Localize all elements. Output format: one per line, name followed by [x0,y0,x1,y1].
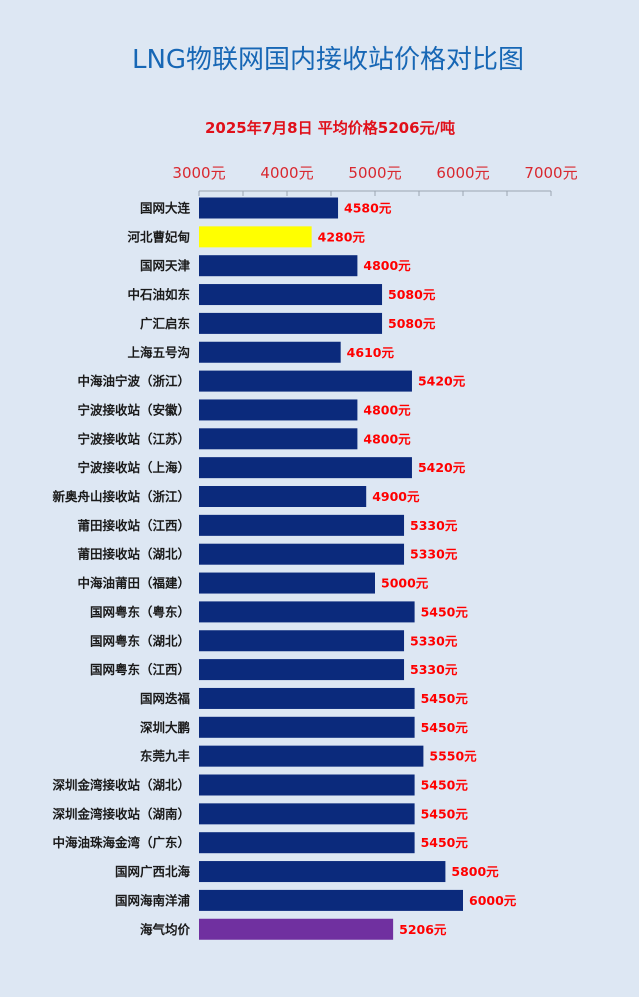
bar [199,197,339,219]
chart-subtitle: 2025年7月8日 平均价格5206元/吨 [205,119,455,137]
bar [199,428,358,450]
bar [199,486,367,507]
value-label: 5450元 [421,691,469,706]
x-axis: 3000元 4000元 5000元 6000元 7000元 [172,164,578,196]
value-label: 5420元 [418,374,466,389]
category-label: 国网大连 [140,201,191,216]
value-label: 4800元 [363,258,411,273]
category-label: 中海油莆田（福建） [77,576,190,591]
bar [199,543,405,565]
value-label: 5420元 [418,460,466,475]
category-label: 广汇启东 [140,316,191,331]
x-tick-label: 7000元 [524,164,577,182]
category-label: 宁波接收站（安徽） [77,402,190,417]
bar [199,284,383,306]
category-label: 莆田接收站（江西） [77,518,190,533]
bar [199,745,424,767]
category-label: 国网广西北海 [115,864,191,879]
bar [199,226,312,248]
bar [199,774,415,796]
bar [199,889,463,911]
value-label: 4800元 [363,431,411,446]
category-label: 中海油珠海金湾（广东） [52,835,190,850]
category-label: 国网迭福 [140,691,191,706]
bar [199,312,383,334]
category-label: 中海油宁波（浙江） [77,374,190,389]
value-label: 4280元 [318,229,366,244]
bar [199,687,415,709]
bar [199,370,412,392]
category-label: 深圳大鹏 [140,720,190,735]
bar [199,832,415,854]
category-label: 新奥舟山接收站（浙江） [52,489,190,504]
bar [199,861,446,883]
category-label: 莆田接收站（湖北） [77,547,190,562]
bar [199,918,394,940]
category-label: 上海五号沟 [127,345,190,360]
value-label: 4800元 [363,402,411,417]
value-label: 5080元 [388,287,436,302]
value-label: 4580元 [344,201,392,216]
bar [199,457,412,479]
bar [199,601,415,623]
bar [199,255,358,277]
category-label: 河北曹妃甸 [127,229,190,244]
chart-title: LNG物联网国内接收站价格对比图 [132,45,524,75]
value-label: 5206元 [399,922,447,937]
value-label: 6000元 [469,893,517,908]
category-label: 海气均价 [140,922,191,937]
bar [199,514,405,536]
category-label: 国网天津 [140,258,191,273]
bar [199,630,405,652]
value-label: 5330元 [410,633,458,648]
value-label: 5330元 [410,518,458,533]
bar [199,659,405,681]
category-label: 国网粤东（粤东） [90,604,190,619]
value-label: 5450元 [421,604,469,619]
category-label: 深圳金湾接收站（湖南） [52,806,190,821]
x-tick-label: 5000元 [348,164,401,182]
value-label: 4610元 [347,345,395,360]
category-label: 国网粤东（江西） [90,662,190,677]
value-label: 5000元 [381,576,429,591]
category-label: 宁波接收站（上海） [77,460,190,475]
category-label: 国网海南洋浦 [115,893,191,908]
category-label: 东莞九丰 [140,749,191,764]
value-label: 5800元 [451,864,499,879]
value-label: 5080元 [388,316,436,331]
bar [199,399,358,421]
category-label: 中石油如东 [127,287,190,302]
value-label: 5330元 [410,547,458,562]
x-tick-label: 6000元 [436,164,489,182]
value-label: 5450元 [421,720,469,735]
category-label: 宁波接收站（江苏） [77,431,190,446]
bar [199,716,415,738]
value-label: 5550元 [429,749,477,764]
x-tick-label: 3000元 [172,164,225,182]
x-tick-label: 4000元 [260,164,313,182]
bar [199,572,375,594]
value-label: 5450元 [421,835,469,850]
value-label: 5450元 [421,806,469,821]
bar [199,341,341,363]
value-label: 5450元 [421,778,469,793]
value-label: 5330元 [410,662,458,677]
bar [199,803,415,825]
category-label: 国网粤东（湖北） [90,633,190,648]
value-label: 4900元 [372,489,420,504]
category-label: 深圳金湾接收站（湖北） [52,778,190,793]
